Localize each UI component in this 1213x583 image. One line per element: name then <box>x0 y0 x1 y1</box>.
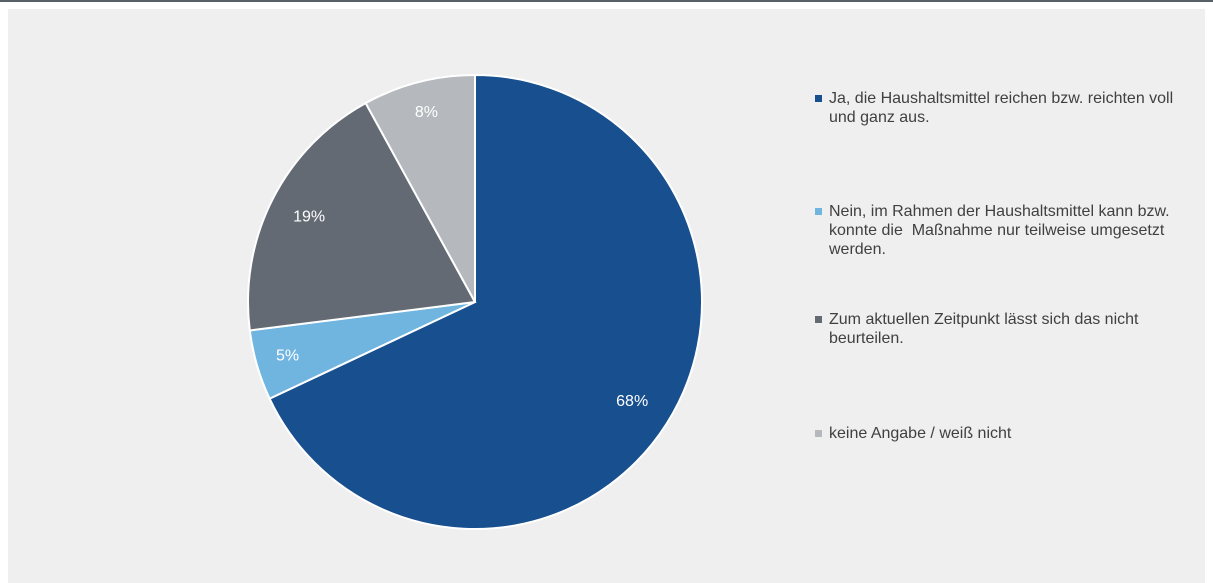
legend-label: keine Angabe / weiß nicht <box>829 425 1012 442</box>
slice-label: 5% <box>276 348 299 365</box>
slice-label: 8% <box>415 104 438 121</box>
legend-label: Nein, im Rahmen der Haushaltsmittel kann… <box>829 203 1175 258</box>
pie-slice <box>364 73 476 303</box>
legend-item: keine Angabe / weiß nicht <box>815 424 1195 443</box>
pie-slice <box>247 101 477 332</box>
legend-item: Zum aktuellen Zeitpunkt lässt sich das n… <box>815 310 1195 348</box>
legend-swatch <box>815 316 822 323</box>
legend-label: Ja, die Haushaltsmittel reichen bzw. rei… <box>829 90 1178 126</box>
slice-label: 19% <box>293 209 325 226</box>
pie-slice <box>268 73 703 530</box>
legend-swatch <box>815 95 822 102</box>
slice-label: 68% <box>616 393 648 410</box>
legend-label: Zum aktuellen Zeitpunkt lässt sich das n… <box>829 311 1143 347</box>
top-rule <box>0 0 1213 2</box>
legend-swatch <box>815 430 822 437</box>
legend-swatch <box>815 208 822 215</box>
legend-item: Ja, die Haushaltsmittel reichen bzw. rei… <box>815 89 1195 127</box>
legend-item: Nein, im Rahmen der Haushaltsmittel kann… <box>815 202 1195 259</box>
